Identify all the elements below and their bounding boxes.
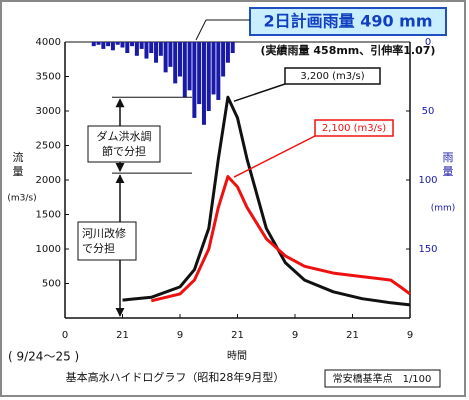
- y2-unit: (mm): [431, 204, 456, 214]
- y-tick-label: 500: [42, 279, 61, 290]
- rain-bar: [225, 42, 230, 63]
- rain-bar: [163, 42, 168, 73]
- date-range: ( 9/24～25 ): [8, 350, 79, 364]
- x-label: 時間: [227, 350, 247, 362]
- rain-bar: [230, 42, 235, 54]
- x-tick-label: 21: [346, 330, 359, 341]
- rain-bar: [158, 42, 163, 56]
- river-box: [77, 221, 137, 261]
- x-tick-label: 9: [177, 330, 183, 341]
- rain-bar: [149, 42, 154, 54]
- flow-line: [150, 175, 411, 303]
- rain-bar: [130, 42, 135, 47]
- rain-bar: [154, 42, 159, 63]
- station: 常安橋基準点 1/100: [333, 372, 432, 385]
- y2-label: 量: [443, 165, 454, 178]
- y-tick-label: 3500: [36, 72, 61, 83]
- rain-bar: [211, 42, 216, 95]
- rain-bar: [134, 42, 139, 56]
- y-tick-label: 2500: [36, 141, 61, 152]
- dam-label: ダム洪水調: [97, 129, 152, 143]
- river-label: で分担: [82, 241, 115, 255]
- y2-tick-label: 50: [422, 106, 435, 117]
- rain-bar: [216, 42, 221, 100]
- rain-bar: [91, 42, 96, 47]
- y-unit: (m3/s): [7, 194, 36, 204]
- rain-bar: [168, 42, 173, 67]
- chart-title: 2日計画雨量 490 mm: [263, 12, 432, 31]
- title-pointer: [195, 19, 207, 41]
- y-label: 量: [13, 165, 24, 178]
- peak-box: [284, 67, 381, 85]
- peak-label: 2,100 (m3/s): [322, 123, 386, 134]
- y-tick-label: 3000: [36, 106, 61, 117]
- rain-bar: [206, 42, 211, 111]
- rain-bar: [144, 42, 149, 59]
- rain-bar: [201, 42, 206, 125]
- peak-pointer: [233, 135, 316, 178]
- rain-bar: [182, 42, 187, 98]
- flow-line: [122, 95, 411, 307]
- x-tick-label: 21: [231, 330, 244, 341]
- rain-bar: [197, 42, 202, 105]
- y-label: 流: [13, 150, 24, 164]
- y2-tick-label: 100: [418, 175, 437, 186]
- y2-tick-label: 0: [425, 37, 431, 48]
- x-tick-label: 9: [292, 330, 298, 341]
- rain-bar: [120, 42, 125, 48]
- y-tick-label: 1500: [36, 210, 61, 221]
- y2-label: 雨: [443, 151, 454, 164]
- y-tick-label: 0: [62, 330, 68, 341]
- rain-bar: [173, 42, 178, 84]
- subtitle: (実績雨量 458mm、引伸率1.07): [261, 43, 436, 57]
- caption: 基本高水ハイドログラフ（昭和28年9月型）: [66, 370, 285, 384]
- peak-box: [314, 119, 394, 137]
- station-box: [324, 369, 441, 388]
- dam-label: 節で分担: [102, 144, 146, 158]
- river-label: 河川改修: [82, 226, 126, 240]
- dam-box: [87, 125, 161, 163]
- rain-bar: [192, 42, 197, 118]
- rain-bar: [96, 42, 101, 45]
- rain-bar: [178, 42, 182, 77]
- peak-pointer: [233, 83, 286, 102]
- rain-bar: [187, 42, 192, 91]
- title-box: [249, 7, 447, 36]
- y-tick-label: 2000: [36, 175, 61, 186]
- rain-bar: [115, 42, 120, 45]
- y-tick-label: 1000: [36, 244, 61, 255]
- y2-tick-label: 150: [418, 244, 437, 255]
- peak-label: 3,200 (m3/s): [300, 71, 364, 82]
- x-tick-label: 21: [116, 330, 129, 341]
- rain-bar: [125, 42, 130, 54]
- rain-bar: [106, 42, 111, 47]
- rain-bar: [221, 42, 226, 77]
- x-tick-label: 9: [407, 330, 413, 341]
- y-tick-label: 4000: [36, 37, 61, 48]
- rain-bar: [101, 42, 106, 49]
- rain-bar: [139, 42, 144, 49]
- rain-bar: [110, 42, 115, 51]
